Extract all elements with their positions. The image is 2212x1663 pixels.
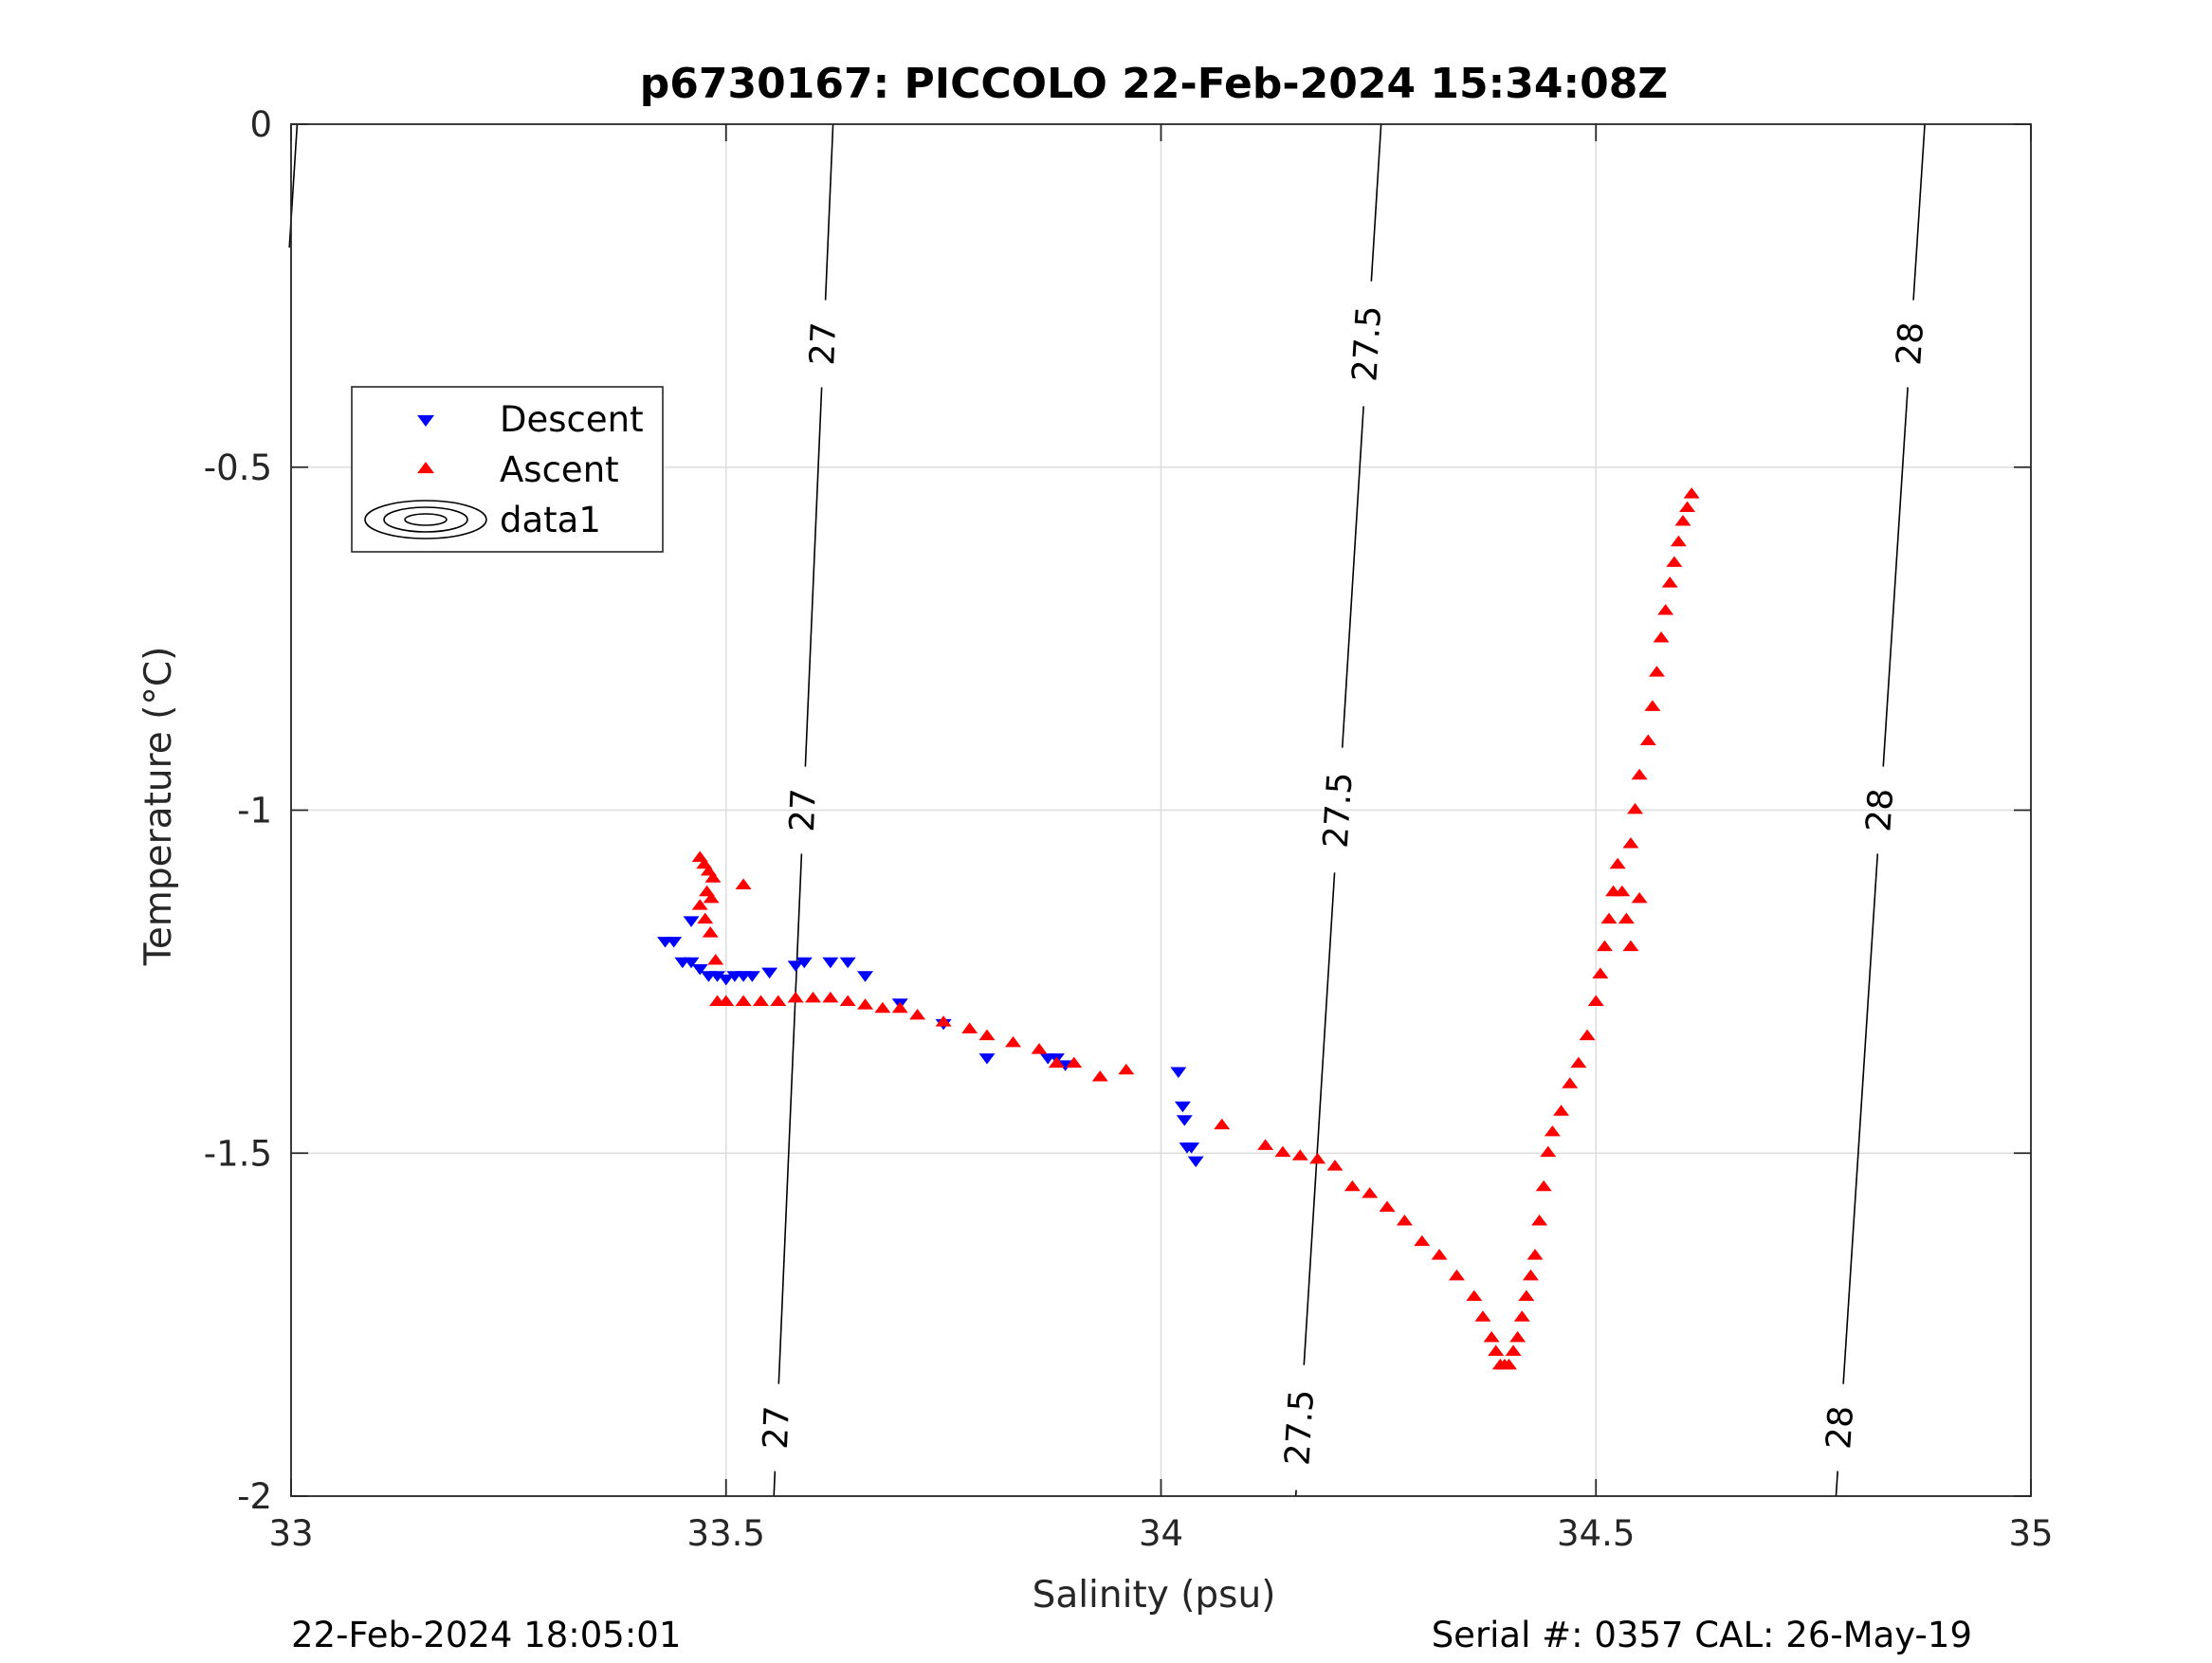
legend-label: data1: [500, 500, 601, 540]
contour-label: 28: [1859, 787, 1901, 832]
y-tick-label: 0: [249, 104, 272, 145]
y-tick-label: -2: [237, 1476, 272, 1517]
x-tick-label: 34: [1139, 1513, 1183, 1554]
contour-label: 27: [783, 788, 824, 833]
footer-serial-cal: Serial #: 0357 CAL: 26-May-19: [1432, 1615, 1972, 1655]
footer-timestamp: 22-Feb-2024 18:05:01: [291, 1615, 681, 1655]
contour-line: [774, 1471, 775, 1496]
x-tick-label: 35: [2008, 1513, 2053, 1554]
x-axis-label: Salinity (psu): [1033, 1574, 1276, 1617]
contour-label: 27: [803, 321, 844, 367]
contour-label: 27: [757, 1405, 797, 1451]
legend-label: Descent: [500, 399, 644, 440]
y-tick-label: -0.5: [204, 448, 272, 488]
contour-label: 28: [1819, 1404, 1861, 1450]
y-tick-label: -1.5: [204, 1133, 272, 1174]
x-tick-label: 34.5: [1557, 1513, 1635, 1554]
legend-label: Ascent: [500, 449, 619, 490]
contour-label: 27.5: [1278, 1388, 1322, 1467]
y-axis-label: Temperature (°C): [137, 647, 180, 967]
x-tick-label: 33: [268, 1513, 313, 1554]
legend: Descent Ascent data1: [352, 387, 663, 552]
contour-label: 28: [1890, 320, 1931, 366]
contour-label: 27.5: [1345, 304, 1389, 383]
chart-title: p6730167: PICCOLO 22-Feb-2024 15:34:08Z: [640, 60, 1668, 108]
contour-label: 27.5: [1317, 771, 1361, 850]
y-tick-label: -1: [237, 791, 272, 832]
x-tick-label: 33.5: [687, 1513, 765, 1554]
